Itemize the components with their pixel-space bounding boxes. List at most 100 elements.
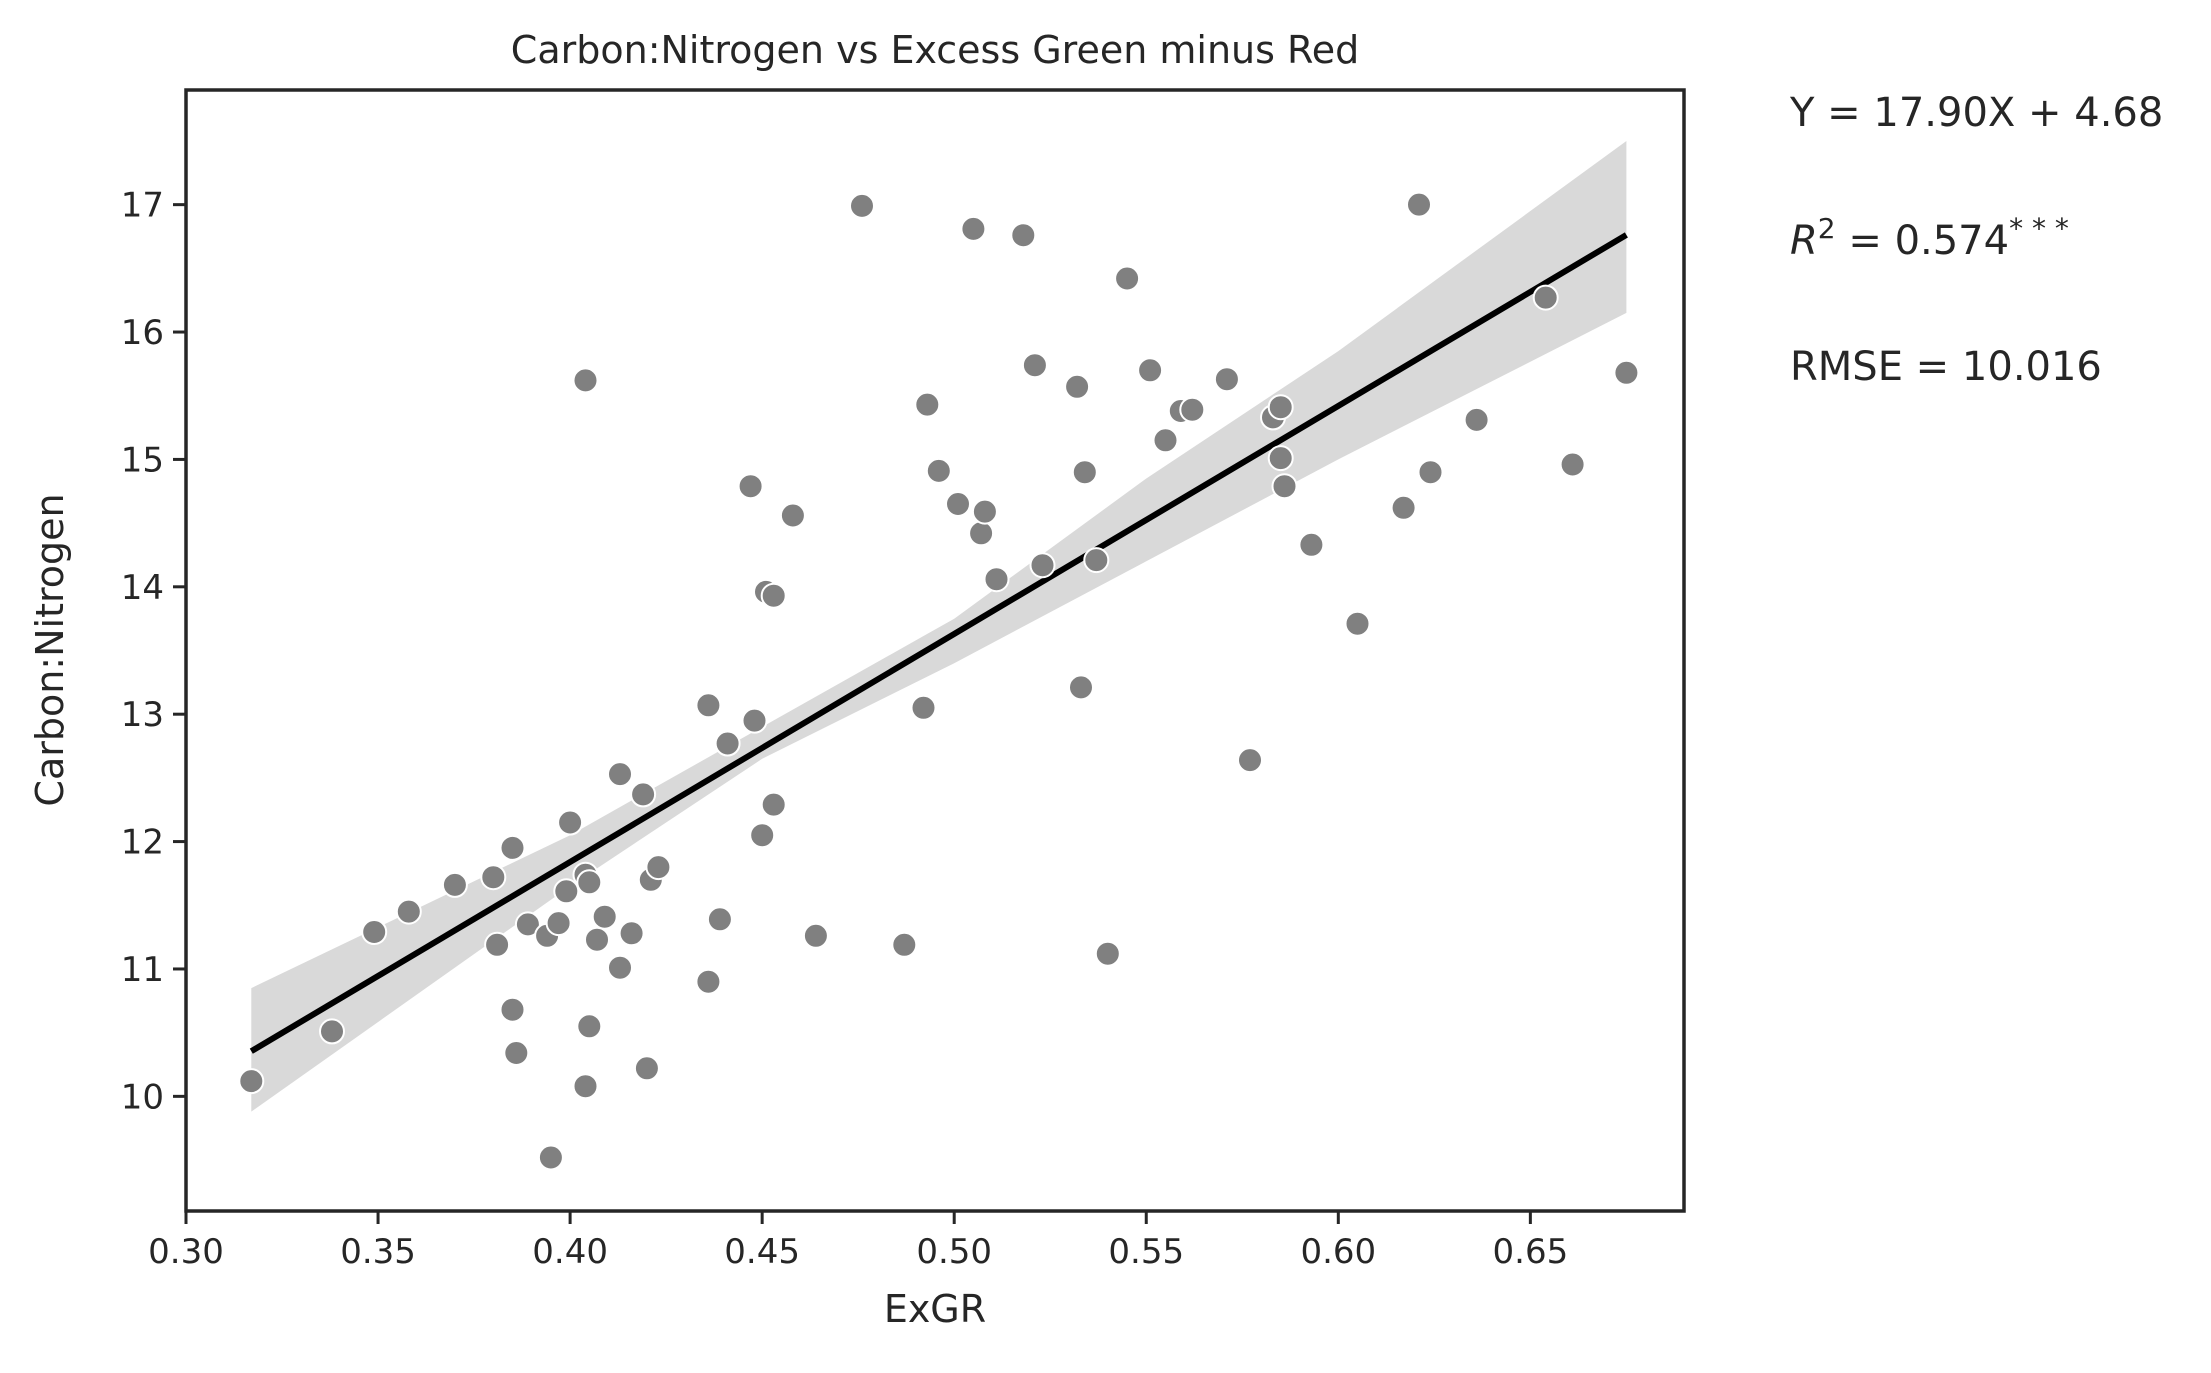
data-point [514, 911, 541, 938]
data-point [1267, 394, 1294, 421]
data-point [695, 968, 722, 995]
data-point [557, 809, 584, 836]
data-point [1114, 265, 1141, 292]
data-point [238, 1068, 265, 1095]
data-point [1463, 406, 1490, 433]
chart-title: Carbon:Nitrogen vs Excess Green minus Re… [511, 28, 1359, 72]
data-point [1137, 357, 1164, 384]
data-point [572, 1073, 599, 1100]
y-tick-label: 13 [121, 695, 164, 735]
x-tick-label: 0.55 [1108, 1232, 1184, 1272]
data-point [1068, 674, 1094, 701]
data-point [395, 898, 422, 925]
data-point [1094, 940, 1121, 967]
data-point [591, 903, 618, 930]
x-tick-label: 0.45 [724, 1232, 800, 1272]
y-tick-label: 10 [121, 1077, 164, 1117]
data-point [1179, 396, 1206, 423]
data-point [319, 1018, 345, 1045]
data-point [945, 491, 971, 517]
data-point [618, 920, 645, 947]
data-point [503, 1040, 530, 1066]
r-squared-symbol: R [1790, 218, 1818, 264]
data-point [1417, 459, 1444, 486]
data-point [1390, 494, 1417, 521]
data-point [1064, 373, 1091, 400]
data-point [779, 502, 806, 529]
x-axis-label: ExGR [884, 1287, 986, 1331]
y-axis-ticks: 10 11 12 13 14 15 16 17 [121, 186, 186, 1117]
data-point [706, 906, 733, 933]
y-tick-label: 16 [121, 313, 164, 353]
x-tick-label: 0.60 [1300, 1232, 1376, 1272]
data-point [1083, 547, 1110, 574]
r-squared-annotation: R2 = 0.574* * * [1790, 212, 2069, 264]
x-axis-ticks: 0.30 0.35 0.40 0.45 0.50 0.55 0.60 0.65 [148, 1211, 1568, 1272]
data-point [737, 473, 764, 500]
x-tick-label: 0.50 [916, 1232, 992, 1272]
data-point [480, 864, 507, 891]
plot-area [238, 141, 1640, 1171]
data-point [971, 498, 998, 525]
data-point [1271, 473, 1298, 500]
r-squared-value: = 0.574 [1836, 218, 2009, 264]
data-point [910, 694, 937, 721]
data-point [749, 822, 776, 849]
data-point [1406, 191, 1432, 218]
data-point [714, 730, 741, 757]
data-point [553, 878, 580, 905]
data-point [545, 910, 572, 937]
y-tick-label: 11 [121, 950, 164, 990]
data-point [607, 954, 633, 981]
data-point [760, 582, 787, 609]
data-point [630, 781, 657, 808]
data-point [891, 931, 918, 958]
data-point [1298, 531, 1325, 558]
data-point [983, 566, 1010, 593]
data-point [537, 1144, 564, 1171]
rmse-annotation: RMSE = 10.016 [1790, 344, 2102, 390]
data-point [1029, 552, 1056, 579]
r-squared-exponent: 2 [1818, 212, 1836, 245]
data-point [968, 520, 995, 547]
data-point [849, 192, 875, 219]
data-point [584, 926, 610, 953]
data-point [760, 791, 787, 818]
data-point [1010, 222, 1037, 249]
data-point [1532, 284, 1559, 311]
data-point [576, 869, 603, 896]
data-point [499, 834, 526, 861]
data-point [1344, 610, 1371, 637]
data-point [484, 931, 511, 958]
x-tick-label: 0.35 [340, 1232, 416, 1272]
y-axis-label: Carbon:Nitrogen [28, 493, 72, 806]
plot-frame [184, 88, 1686, 1213]
data-point [741, 707, 768, 734]
x-tick-label: 0.30 [148, 1232, 224, 1272]
data-point [695, 692, 722, 719]
y-tick-label: 14 [121, 568, 164, 608]
data-point [802, 922, 829, 949]
data-point [441, 871, 468, 898]
data-point [1613, 359, 1640, 386]
data-point [607, 761, 633, 788]
confidence-band [251, 141, 1627, 1112]
data-point [1559, 451, 1586, 478]
data-point [633, 1055, 660, 1082]
data-point [576, 1013, 603, 1040]
data-point [914, 391, 941, 418]
data-point [499, 996, 526, 1023]
data-point [1213, 366, 1240, 393]
data-point [361, 919, 388, 945]
data-point [645, 854, 672, 881]
data-point [960, 215, 987, 242]
data-point [1021, 352, 1048, 379]
y-tick-label: 15 [121, 440, 164, 480]
data-point [1267, 445, 1294, 472]
y-tick-label: 17 [121, 186, 164, 226]
significance-stars: * * * [2009, 212, 2069, 245]
y-tick-label: 12 [121, 823, 164, 863]
data-point [572, 367, 599, 394]
regression-line [249, 232, 1628, 1054]
